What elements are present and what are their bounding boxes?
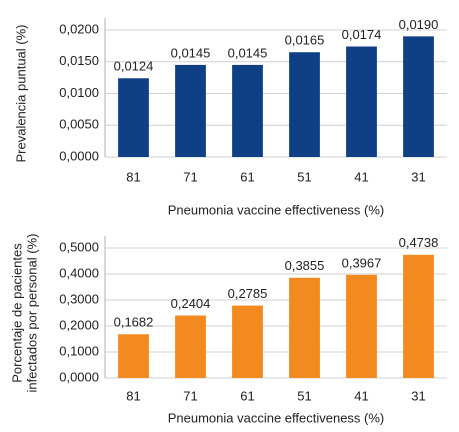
x-tick-label: 71	[183, 169, 197, 184]
bar	[175, 64, 206, 157]
x-tick-label: 61	[240, 388, 254, 403]
y-tick-label: 0,0150	[59, 53, 99, 68]
bar	[118, 78, 149, 157]
x-tick-label: 51	[297, 388, 311, 403]
value-label: 0,0190	[399, 17, 439, 32]
y-tick-label: 0,2000	[59, 317, 99, 332]
bar	[175, 315, 206, 378]
value-label: 0,0145	[171, 45, 211, 60]
y-tick-label: 0,0000	[59, 148, 99, 163]
x-tick-label: 81	[126, 169, 140, 184]
y-tick-label: 0,5000	[59, 239, 99, 254]
x-tick-label: 61	[240, 169, 254, 184]
y-tick-label: 0,0200	[59, 21, 99, 36]
x-axis-label: Pneumonia vaccine effectiveness (%)	[168, 410, 385, 425]
bar	[232, 64, 263, 157]
bar	[403, 254, 434, 378]
bar	[346, 46, 377, 158]
value-label: 0,4738	[399, 235, 439, 250]
y-tick-label: 0,0000	[59, 369, 99, 384]
value-label: 0,0124	[114, 59, 154, 74]
x-tick-label: 41	[354, 169, 368, 184]
value-label: 0,0174	[342, 27, 382, 42]
x-tick-label: 51	[297, 169, 311, 184]
y-axis-label: Porcentaje de pacientes	[9, 243, 24, 383]
value-label: 0,3855	[285, 258, 325, 273]
y-tick-label: 0,0050	[59, 117, 99, 132]
bar	[346, 274, 377, 378]
y-axis-label: Prevalencia puntual (%)	[13, 24, 28, 162]
bar	[118, 334, 149, 378]
value-label: 0,3967	[342, 255, 382, 270]
x-tick-label: 71	[183, 388, 197, 403]
bar	[232, 305, 263, 378]
y-tick-label: 0,0100	[59, 85, 99, 100]
value-label: 0,0165	[285, 33, 325, 48]
x-tick-label: 31	[411, 388, 425, 403]
value-label: 0,2404	[171, 296, 211, 311]
x-tick-label: 31	[411, 169, 425, 184]
x-axis-label: Pneumonia vaccine effectiveness (%)	[168, 202, 385, 217]
y-tick-label: 0,4000	[59, 265, 99, 280]
y-tick-label: 0,3000	[59, 291, 99, 306]
value-label: 0,1682	[114, 315, 154, 330]
bar	[289, 277, 320, 378]
x-tick-label: 81	[126, 388, 140, 403]
value-label: 0,0145	[228, 45, 268, 60]
bar	[289, 52, 320, 157]
y-tick-label: 0,1000	[59, 343, 99, 358]
x-tick-label: 41	[354, 388, 368, 403]
value-label: 0,2785	[228, 286, 268, 301]
bar	[403, 36, 434, 157]
y-axis-label: infectados por personal (%)	[24, 234, 39, 393]
